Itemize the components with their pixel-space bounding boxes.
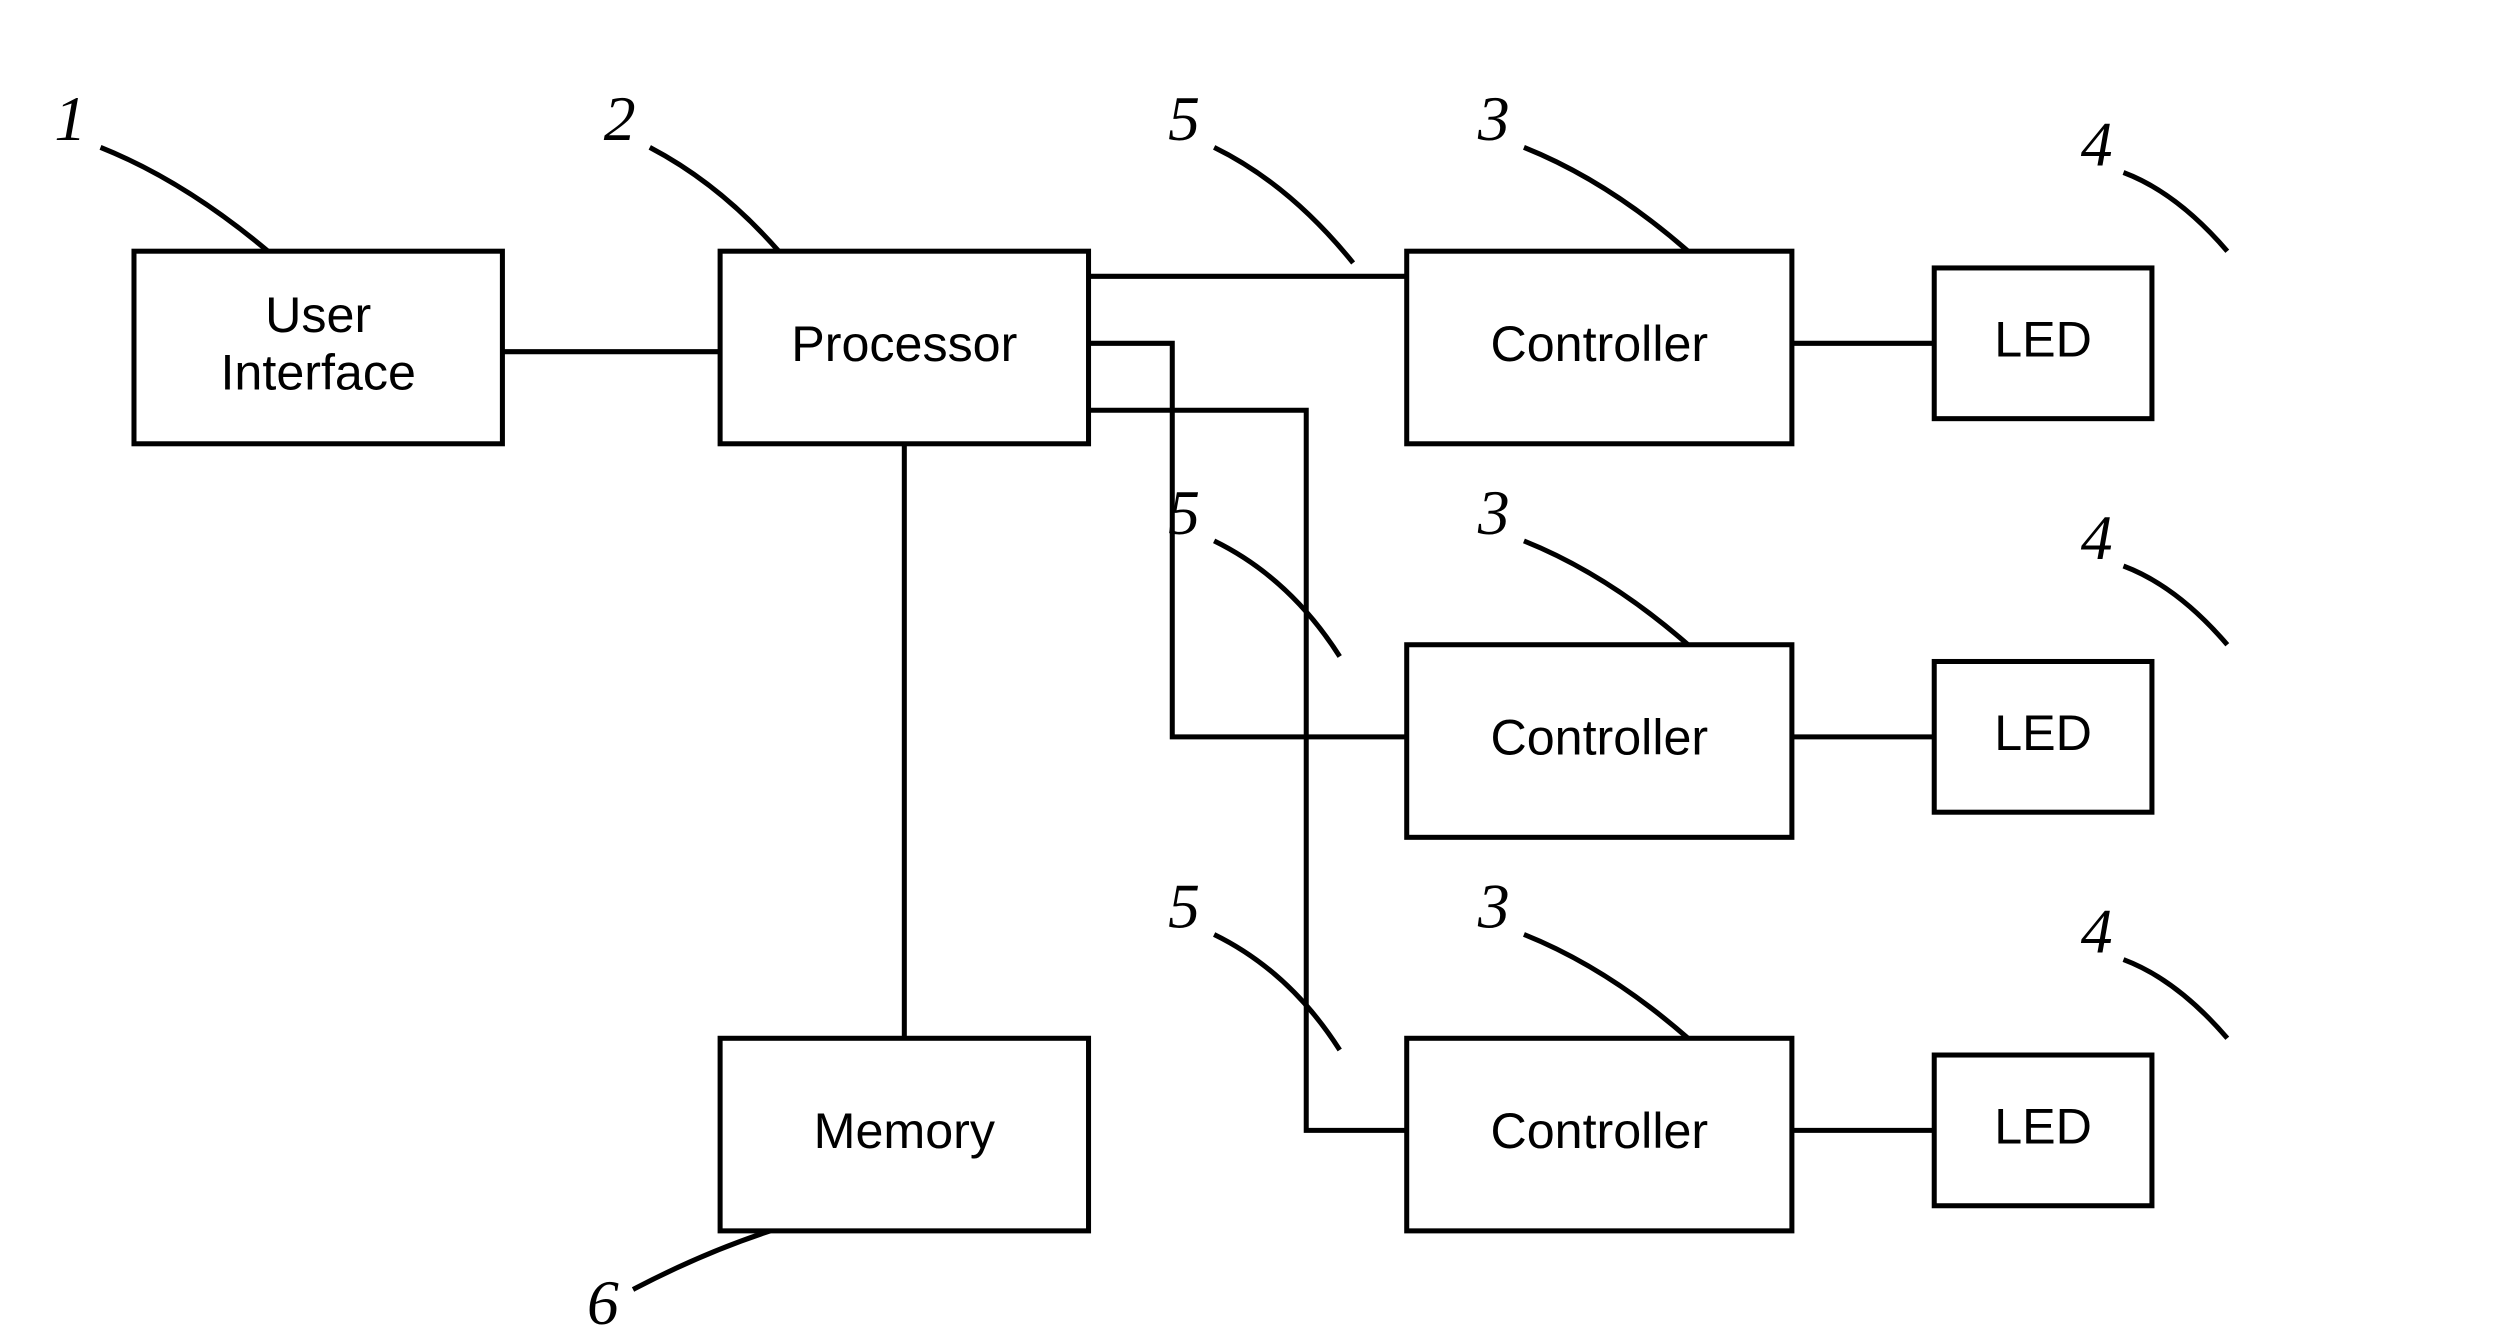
callout-4-11: 4	[2081, 895, 2228, 1038]
callout-3-6: 3	[1477, 83, 1688, 251]
callout-number: 3	[1477, 870, 1510, 941]
block-label-ui-1: Interface	[220, 345, 415, 401]
wire-2	[1089, 343, 1407, 737]
callout-number: 4	[2081, 502, 2113, 573]
block-diagram: UserInterface Processor Memory Controller Co…	[0, 0, 2512, 1340]
block-l1: LED	[1934, 268, 2152, 419]
block-label-ui-0: User	[265, 287, 371, 343]
callout-2-1: 2	[604, 83, 779, 251]
wire-3	[1089, 410, 1407, 1130]
block-l3: LED	[1934, 1055, 2152, 1206]
callout-number: 4	[2081, 895, 2113, 966]
block-c3: Controller	[1407, 1038, 1792, 1231]
block-label-mem: Memory	[814, 1103, 996, 1159]
block-label-l2: LED	[1994, 705, 2092, 761]
block-label-l3: LED	[1994, 1099, 2092, 1155]
block-label-c1: Controller	[1490, 316, 1708, 372]
callout-number: 2	[604, 83, 636, 154]
callout-number: 5	[1168, 83, 1200, 154]
block-mem: Memory	[720, 1038, 1088, 1231]
callout-5-4: 5	[1168, 477, 1340, 657]
callout-1-0: 1	[54, 83, 268, 251]
callout-number: 3	[1477, 83, 1510, 154]
callout-number: 4	[2081, 108, 2113, 179]
callout-5-5: 5	[1168, 870, 1340, 1050]
callout-4-10: 4	[2081, 502, 2228, 645]
block-proc: Processor	[720, 251, 1088, 444]
callout-5-3: 5	[1168, 83, 1353, 263]
callout-3-7: 3	[1477, 477, 1688, 645]
callout-number: 5	[1168, 477, 1200, 548]
block-label-c3: Controller	[1490, 1103, 1708, 1159]
block-ui: UserInterface	[134, 251, 502, 444]
callout-6-2: 6	[587, 1231, 770, 1338]
callout-4-9: 4	[2081, 108, 2228, 251]
callout-number: 5	[1168, 870, 1200, 941]
callout-3-8: 3	[1477, 870, 1688, 1038]
callout-number: 1	[54, 83, 86, 154]
block-l2: LED	[1934, 661, 2152, 812]
block-c2: Controller	[1407, 645, 1792, 838]
block-c1: Controller	[1407, 251, 1792, 444]
callout-number: 3	[1477, 477, 1510, 548]
block-label-proc: Processor	[791, 316, 1017, 372]
callout-number: 6	[587, 1267, 619, 1338]
block-label-c2: Controller	[1490, 709, 1708, 765]
block-label-l1: LED	[1994, 312, 2092, 368]
